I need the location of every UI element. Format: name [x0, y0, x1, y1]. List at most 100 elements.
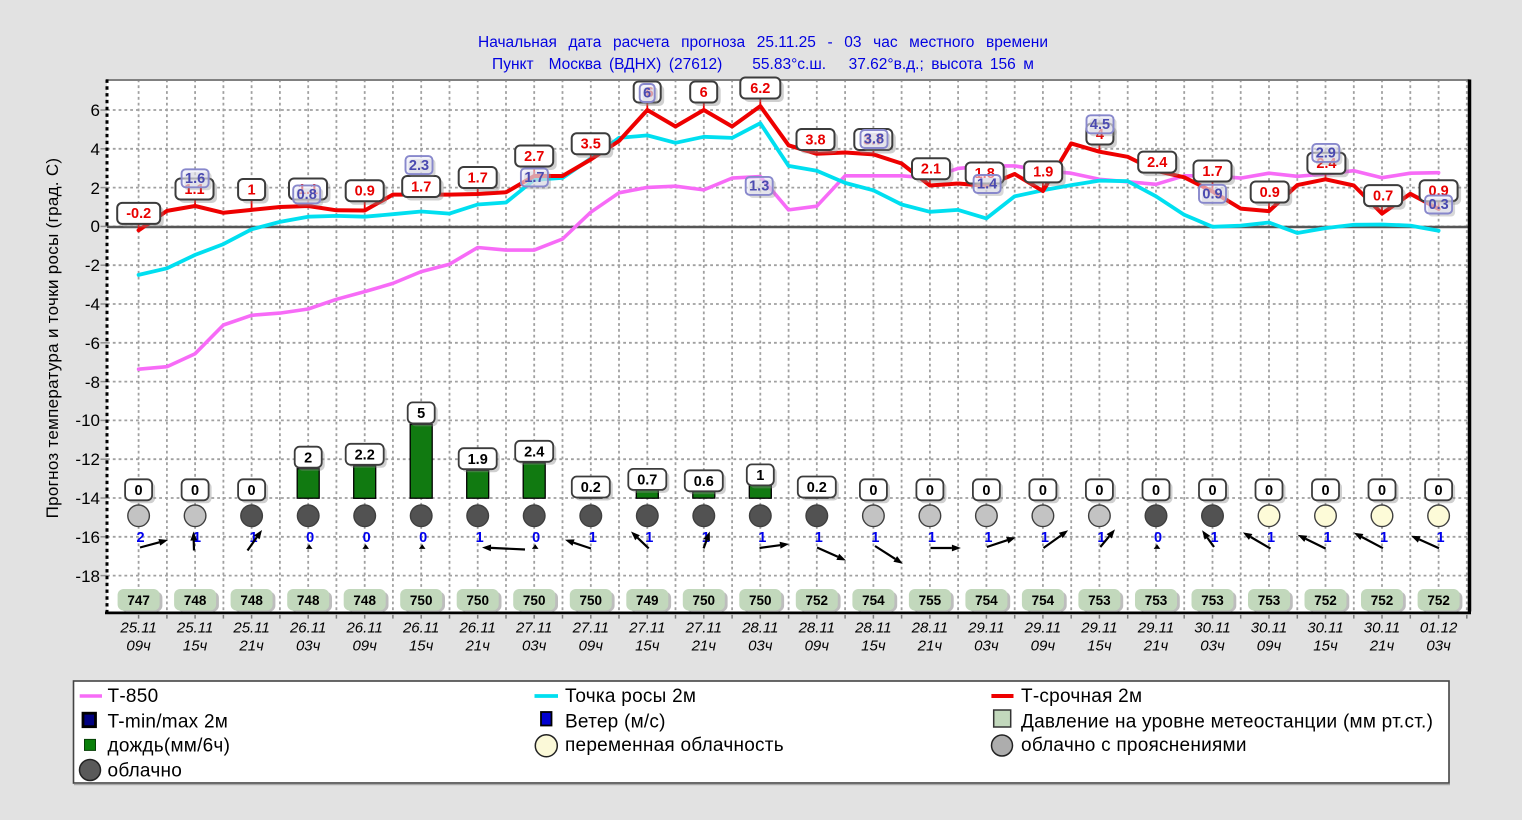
svg-text:1.7: 1.7 — [411, 179, 431, 195]
svg-text:0: 0 — [306, 530, 314, 546]
svg-text:01.12: 01.12 — [1420, 620, 1458, 637]
svg-text:2.9: 2.9 — [1316, 146, 1336, 162]
svg-text:1: 1 — [193, 530, 201, 546]
svg-text:Точка росы 2м: Точка росы 2м — [565, 686, 696, 707]
svg-text:-14: -14 — [75, 489, 100, 508]
svg-text:03ч: 03ч — [974, 638, 999, 655]
svg-text:747: 747 — [127, 593, 150, 608]
svg-text:21ч: 21ч — [238, 638, 264, 655]
svg-text:09ч: 09ч — [579, 638, 604, 655]
svg-text:1: 1 — [928, 530, 936, 546]
svg-text:27.11: 27.11 — [628, 620, 665, 637]
svg-text:облачно с прояснениями: облачно с прояснениями — [1021, 735, 1247, 756]
svg-text:3.8: 3.8 — [864, 132, 884, 148]
svg-text:Т-850: Т-850 — [108, 686, 159, 707]
svg-text:-0.2: -0.2 — [126, 206, 151, 222]
svg-text:облачно: облачно — [108, 761, 183, 782]
svg-text:4: 4 — [1096, 127, 1104, 143]
svg-text:1: 1 — [250, 530, 258, 546]
svg-text:1: 1 — [589, 530, 597, 546]
svg-text:748: 748 — [297, 593, 320, 608]
svg-text:15ч: 15ч — [1087, 638, 1112, 655]
svg-text:29.11: 29.11 — [1137, 620, 1174, 637]
svg-text:1.7: 1.7 — [1202, 164, 1222, 180]
svg-text:1: 1 — [1380, 530, 1388, 546]
svg-text:1: 1 — [815, 530, 823, 546]
svg-text:09ч: 09ч — [1257, 638, 1282, 655]
svg-text:Пункт Москва (ВДНХ) (27612): Пункт Москва (ВДНХ) (27612) 55.83°с.ш. 3… — [492, 56, 1034, 73]
svg-text:750: 750 — [580, 593, 603, 608]
svg-text:2: 2 — [137, 530, 145, 546]
svg-text:Ветер (м/с): Ветер (м/с) — [565, 712, 666, 733]
svg-text:0.9: 0.9 — [1202, 187, 1222, 203]
svg-text:Начальная дата расчета прогноз: Начальная дата расчета прогноза 25.11.25… — [478, 34, 1048, 51]
svg-text:754: 754 — [975, 593, 998, 608]
svg-text:0: 0 — [135, 483, 143, 499]
svg-text:26.11: 26.11 — [458, 620, 495, 637]
svg-text:0: 0 — [1265, 483, 1273, 499]
svg-text:752: 752 — [1371, 593, 1394, 608]
svg-text:2.3: 2.3 — [409, 158, 429, 174]
svg-text:0: 0 — [1039, 483, 1047, 499]
svg-text:-6: -6 — [85, 334, 100, 353]
svg-text:0: 0 — [1321, 483, 1329, 499]
svg-text:1: 1 — [645, 530, 653, 546]
svg-text:6: 6 — [91, 101, 100, 120]
svg-text:30.11: 30.11 — [1307, 620, 1343, 637]
svg-text:28.11: 28.11 — [798, 620, 835, 637]
svg-text:27.11: 27.11 — [515, 620, 552, 637]
svg-text:0: 0 — [532, 530, 540, 546]
svg-text:09ч: 09ч — [805, 638, 830, 655]
svg-text:0.3: 0.3 — [1429, 197, 1449, 213]
svg-text:30.11: 30.11 — [1251, 620, 1287, 637]
svg-text:1: 1 — [248, 182, 256, 198]
svg-text:6: 6 — [643, 86, 651, 102]
svg-text:752: 752 — [1427, 593, 1450, 608]
svg-text:-8: -8 — [85, 373, 100, 392]
svg-text:1: 1 — [476, 530, 484, 546]
svg-text:1: 1 — [1437, 530, 1445, 546]
svg-text:5: 5 — [417, 406, 425, 422]
svg-text:2: 2 — [304, 450, 312, 466]
svg-text:2.4: 2.4 — [524, 445, 544, 461]
svg-text:0.9: 0.9 — [1260, 185, 1280, 201]
svg-text:25.11: 25.11 — [176, 620, 213, 637]
svg-text:752: 752 — [1314, 593, 1337, 608]
svg-text:4: 4 — [91, 140, 100, 159]
svg-text:2.1: 2.1 — [921, 162, 941, 178]
svg-text:Т-срочная 2м: Т-срочная 2м — [1021, 686, 1142, 707]
svg-text:30.11: 30.11 — [1194, 620, 1230, 637]
svg-text:0: 0 — [1154, 530, 1162, 546]
svg-text:21ч: 21ч — [464, 638, 490, 655]
svg-text:0.7: 0.7 — [1373, 188, 1393, 204]
svg-text:1: 1 — [1210, 530, 1218, 546]
svg-text:09ч: 09ч — [126, 638, 151, 655]
svg-text:25.11: 25.11 — [119, 620, 156, 637]
svg-text:-2: -2 — [85, 256, 100, 275]
svg-text:Давление на уровне метеостанци: Давление на уровне метеостанции (мм рт.с… — [1021, 712, 1433, 733]
svg-text:0.9: 0.9 — [355, 184, 375, 200]
svg-text:15ч: 15ч — [635, 638, 660, 655]
svg-text:29.11: 29.11 — [1024, 620, 1061, 637]
svg-text:09ч: 09ч — [352, 638, 377, 655]
svg-text:0: 0 — [982, 483, 990, 499]
svg-text:748: 748 — [353, 593, 376, 608]
svg-text:749: 749 — [636, 593, 659, 608]
svg-text:1.7: 1.7 — [524, 170, 544, 186]
svg-text:1: 1 — [1041, 530, 1049, 546]
svg-text:26.11: 26.11 — [402, 620, 439, 637]
svg-text:0.7: 0.7 — [637, 473, 657, 489]
svg-text:03ч: 03ч — [1200, 638, 1225, 655]
svg-text:748: 748 — [184, 593, 207, 608]
svg-text:-10: -10 — [75, 411, 100, 430]
svg-text:3.8: 3.8 — [805, 132, 825, 148]
svg-text:753: 753 — [1258, 593, 1281, 608]
svg-text:28.11: 28.11 — [854, 620, 891, 637]
svg-text:переменная облачность: переменная облачность — [565, 735, 784, 756]
svg-text:750: 750 — [749, 593, 772, 608]
svg-text:-4: -4 — [85, 295, 100, 314]
svg-text:-16: -16 — [75, 528, 100, 547]
svg-text:0.8: 0.8 — [297, 187, 317, 203]
svg-text:21ч: 21ч — [1369, 638, 1395, 655]
svg-text:1: 1 — [1267, 530, 1275, 546]
